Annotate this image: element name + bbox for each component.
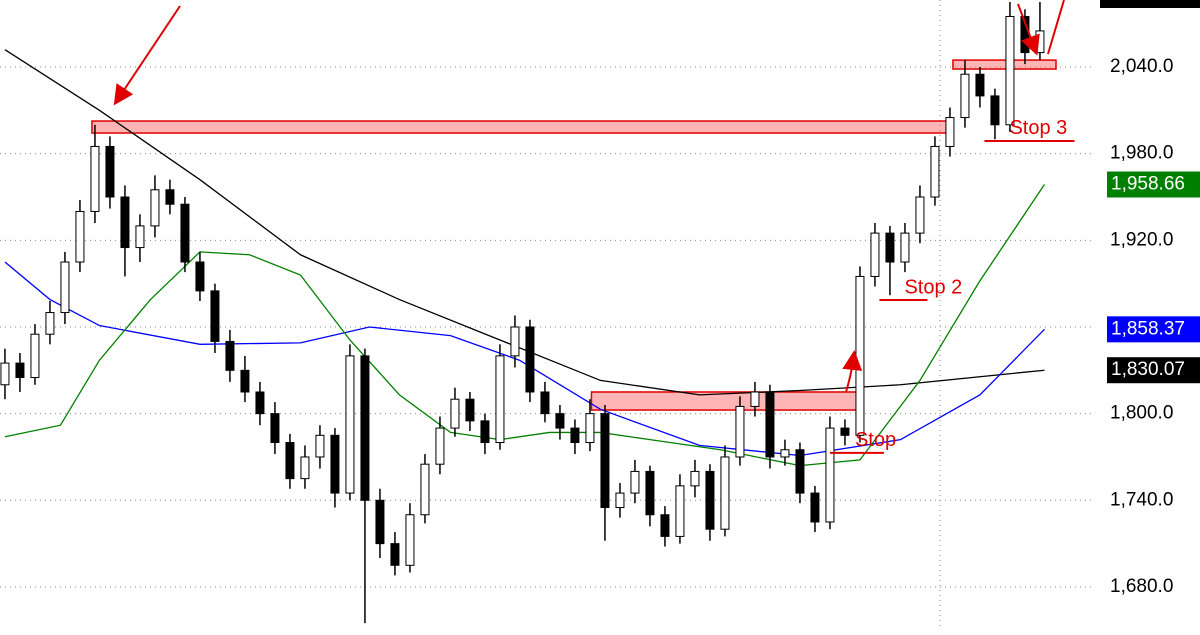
candle-body [345,355,355,494]
candle-body [885,232,895,263]
candle-body [45,312,55,335]
price-label: 1,958.66 [1111,174,1185,195]
price-box [1107,316,1200,343]
candle-body [990,95,1000,126]
candle-body [735,405,745,458]
candle-body [165,189,175,205]
candle-body [525,326,535,393]
candle-body [690,470,700,487]
candle-body [240,369,250,393]
candle-body [660,514,670,537]
candle-body [765,391,775,458]
candle-body [60,261,70,314]
candle-body [105,145,115,198]
candle-body [465,398,475,422]
candle-body [810,492,820,523]
resistance-zone [952,59,1057,70]
candle-body [210,290,220,342]
candle-body [630,470,640,494]
resistance-zone [590,391,864,411]
candle-body [0,362,10,386]
y-tick-label: 1,740.0 [1110,489,1173,510]
moving-average [4,261,1045,457]
candle-body [405,514,415,566]
candle-body [555,413,565,429]
candle-body [90,145,100,212]
candle-body [270,413,280,444]
candle-body [225,340,235,371]
candle-body [540,391,550,415]
candle-body [570,427,580,444]
candle-body [150,189,160,227]
y-tick-label: 1,920.0 [1110,229,1173,250]
candle-body [825,427,835,523]
candle-body [795,449,805,494]
price-box [1107,171,1200,198]
candle-body [450,398,460,429]
stop-label: Stop 3 [1009,117,1067,139]
moving-average [4,49,1045,396]
arrow [113,5,181,106]
candle-body [675,485,685,537]
candle-body [960,73,970,119]
candle-body [360,355,370,501]
candle-body [975,73,985,97]
candle-body [900,232,910,263]
candle-body [750,391,760,407]
price-box [1107,357,1200,384]
arrow [1017,3,1040,56]
candle-body [915,196,925,234]
resistance-zone [91,120,951,134]
moving-average [4,184,1045,467]
candle-body [15,362,25,379]
candle-body [480,420,490,444]
candle-body [120,196,130,249]
candle-body [195,261,205,292]
candle-body [285,442,295,480]
candle-body [855,275,865,436]
candle-body [75,210,85,263]
candle-body [1005,15,1015,126]
y-tick-label: 1,980.0 [1110,143,1173,164]
candle-body [870,232,880,277]
candle-body [135,225,145,249]
candle-body [375,499,385,545]
candle-body [30,333,40,379]
candle-body [255,391,265,415]
candle-body [495,355,505,444]
y-tick-label: 2,040.0 [1110,56,1173,77]
arrow [842,350,863,393]
candle-body [600,413,610,509]
candle-body [1035,30,1045,54]
stop-label: Stop 2 [904,276,962,298]
candle-body [945,117,955,147]
y-tick-label: 1,800.0 [1110,403,1173,424]
candle-body [780,449,790,458]
cut-price-box [1100,0,1200,8]
candle-body [435,427,445,465]
candle-body [330,434,340,494]
candle-body [930,145,940,198]
candle-body [720,456,730,530]
candle-body [705,470,715,530]
stop-label: Stop [855,429,896,451]
y-tick-label: 1,680.0 [1110,576,1173,597]
candle-body [420,463,430,516]
arrow [1047,0,1065,55]
candle-body [180,203,190,263]
price-label: 1,858.37 [1111,318,1185,339]
candle-body [645,470,655,516]
price-label: 1,830.07 [1111,359,1185,380]
candle-body [390,543,400,566]
candle-body [510,326,520,357]
candle-body [840,427,850,436]
candle-body [300,456,310,480]
candle-body [615,492,625,509]
candle-body [585,413,595,444]
candle-body [315,434,325,458]
